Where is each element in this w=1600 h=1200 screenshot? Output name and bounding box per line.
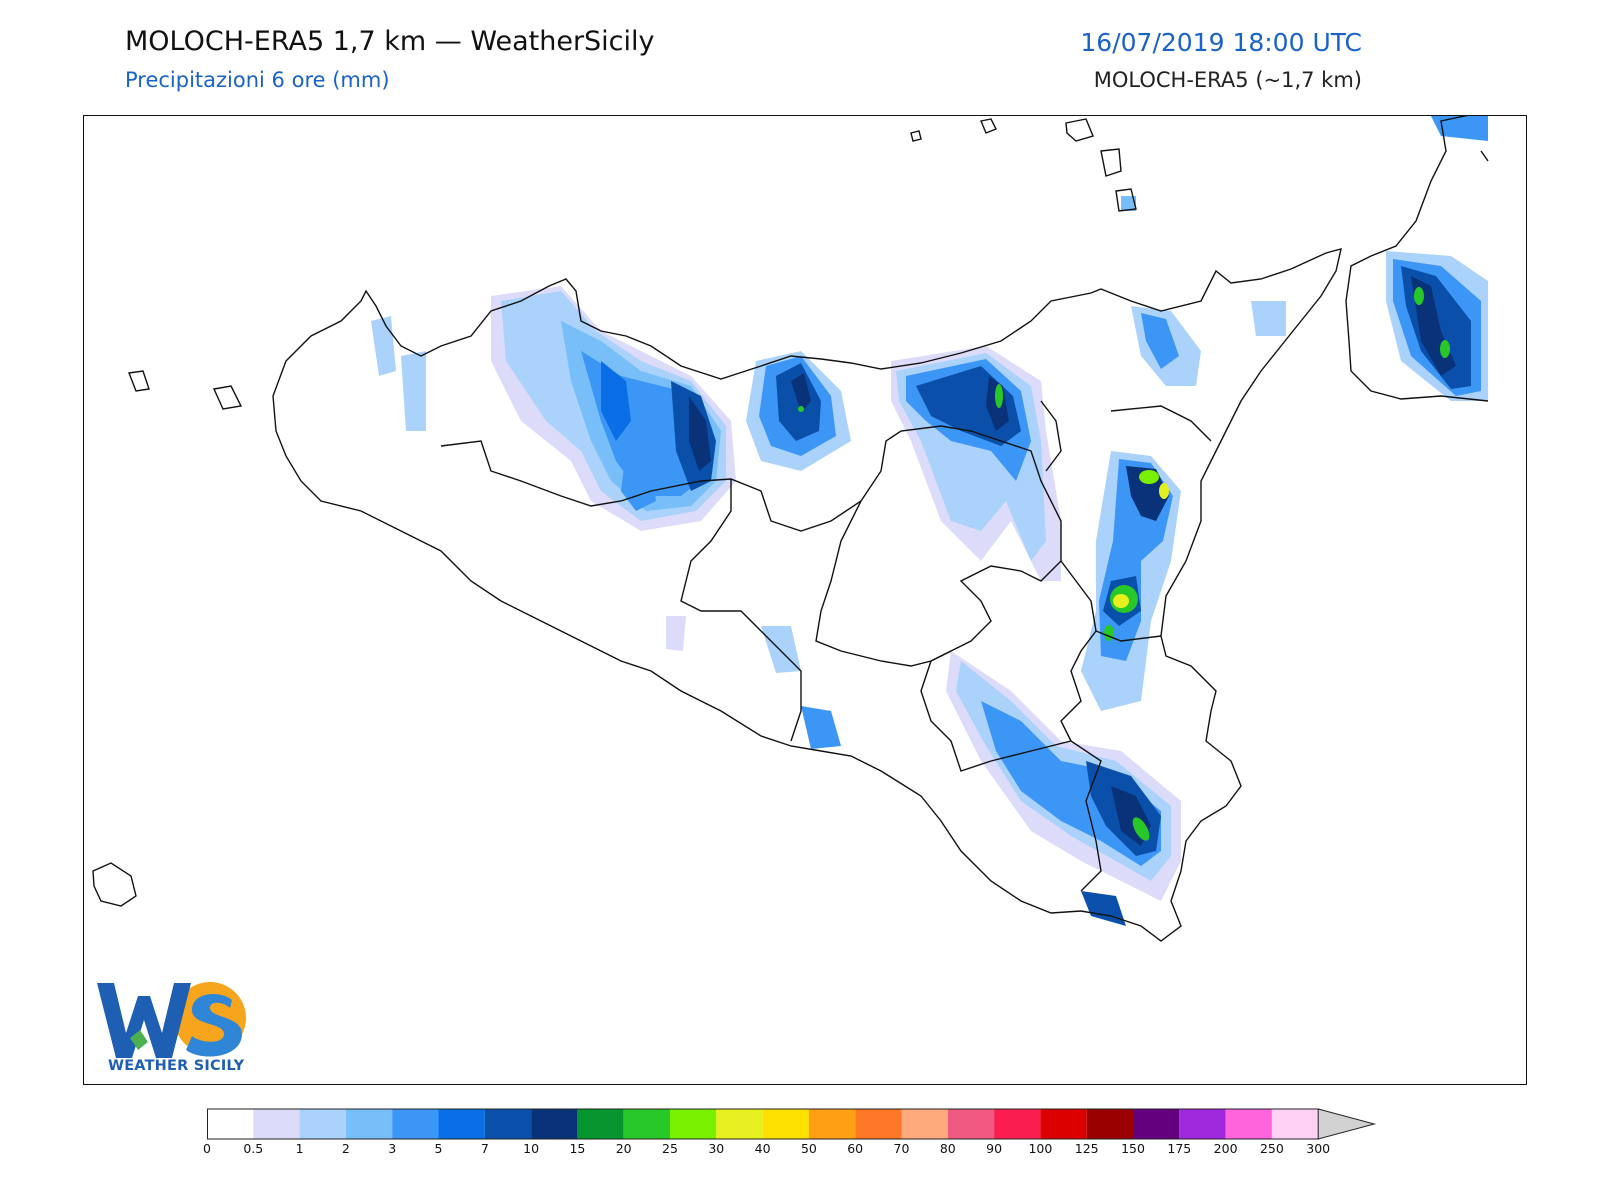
colorbar-swatch	[1179, 1109, 1226, 1139]
colorbar-swatch	[623, 1109, 670, 1139]
model-label: MOLOCH-ERA5 (~1,7 km)	[1093, 68, 1362, 92]
colorbar-swatch	[484, 1109, 532, 1139]
colorbar-swatch	[670, 1109, 717, 1139]
colorbar-tick-label: 10	[523, 1141, 540, 1156]
colorbar-swatch	[392, 1109, 439, 1139]
colorbar-tick-label: 60	[847, 1141, 864, 1156]
colorbar-tick-label: 70	[893, 1141, 910, 1156]
colorbar-tick-label: 50	[800, 1141, 817, 1156]
colorbar-swatch	[1040, 1109, 1087, 1139]
precipitation-map	[92, 116, 1489, 942]
colorbar-tick-label: 90	[986, 1141, 1003, 1156]
colorbar-swatch	[808, 1109, 856, 1139]
colorbar-tick-label: 5	[434, 1141, 443, 1156]
colorbar-tick-label: 125	[1074, 1141, 1099, 1156]
colorbar-tick-label: 25	[662, 1141, 678, 1156]
colorbar-swatch	[299, 1109, 346, 1139]
colorbar-swatch	[253, 1109, 300, 1139]
colorbar-tick-label: 150	[1121, 1141, 1145, 1156]
colorbar-overflow-arrow	[1317, 1108, 1377, 1140]
colorbar-tick-label: 7	[480, 1141, 489, 1156]
colorbar-swatch	[994, 1109, 1041, 1139]
colorbar-ticks: 0 0.5 1 2 3 5 7 10 15 20 25 30 40 50 60 70 80 90 100 125 150…	[0, 1141, 1600, 1161]
colorbar-tick-label: 0	[203, 1141, 211, 1156]
colorbar-tick-label: 175	[1167, 1141, 1192, 1156]
colorbar-tick-label: 15	[569, 1141, 586, 1156]
colorbar-tick-label: 1	[295, 1141, 304, 1156]
precipitation-colorbar	[207, 1108, 1377, 1140]
colorbar-tick-label: 300	[1306, 1141, 1331, 1156]
colorbar-swatch	[438, 1109, 485, 1139]
map-subtitle: Precipitazioni 6 ore (mm)	[125, 68, 390, 92]
colorbar-tick-label: 250	[1259, 1141, 1284, 1156]
colorbar-tick-label: 200	[1213, 1141, 1238, 1156]
weathersicily-logo	[97, 982, 246, 1058]
precipitation-layer	[371, 116, 1488, 926]
colorbar-swatch	[716, 1109, 763, 1139]
colorbar-swatch	[1225, 1109, 1272, 1139]
colorbar-swatch	[207, 1109, 254, 1139]
colorbar-swatch	[1086, 1109, 1133, 1139]
map-title: MOLOCH-ERA5 1,7 km — WeatherSicily	[125, 26, 655, 57]
colorbar-tick-label: 80	[939, 1141, 956, 1156]
colorbar-swatch	[1271, 1109, 1319, 1139]
forecast-datetime: 16/07/2019 18:00 UTC	[1080, 28, 1362, 57]
colorbar-tick-label: 40	[754, 1141, 771, 1156]
colorbar-swatch	[531, 1109, 578, 1139]
colorbar-tick-label: 100	[1028, 1141, 1053, 1156]
colorbar-tick-label: 20	[615, 1141, 632, 1156]
colorbar-swatch	[762, 1109, 809, 1139]
colorbar-tick-label: 3	[388, 1141, 397, 1156]
colorbar-swatch	[577, 1109, 624, 1139]
colorbar-swatch	[855, 1109, 902, 1139]
colorbar-swatch	[1133, 1109, 1180, 1139]
map-panel	[83, 115, 1527, 1085]
logo-wordmark: WEATHER SICILY	[108, 1058, 245, 1074]
colorbar-swatch	[901, 1109, 948, 1139]
colorbar-swatch	[947, 1109, 995, 1139]
colorbar-swatch	[345, 1109, 393, 1139]
colorbar-tick-label: 2	[341, 1141, 350, 1156]
colorbar-tick-label: 0.5	[243, 1141, 264, 1156]
colorbar-tick-label: 30	[708, 1141, 725, 1156]
coastline-layer	[92, 116, 1489, 942]
